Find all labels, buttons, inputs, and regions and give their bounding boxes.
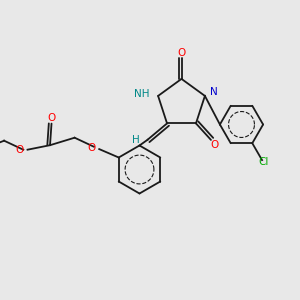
- Text: O: O: [47, 113, 56, 123]
- Text: H: H: [132, 135, 140, 146]
- Text: O: O: [177, 48, 186, 59]
- Text: N: N: [210, 87, 218, 97]
- Text: NH: NH: [134, 89, 150, 99]
- Text: Cl: Cl: [258, 157, 269, 166]
- Text: O: O: [210, 140, 219, 150]
- Text: O: O: [87, 142, 96, 153]
- Text: O: O: [15, 145, 23, 155]
